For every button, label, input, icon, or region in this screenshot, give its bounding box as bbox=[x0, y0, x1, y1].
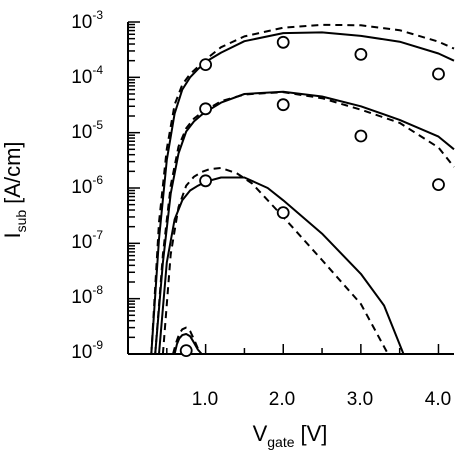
dashed-curve-1 bbox=[150, 23, 455, 355]
x-tick-labels: 1.0 2.0 3.0 4.0 bbox=[192, 389, 451, 410]
y-tick-label: 10-5 bbox=[71, 118, 103, 143]
x-tick-label: 4.0 bbox=[425, 389, 451, 410]
data-point-marker bbox=[432, 67, 445, 81]
marker-layer bbox=[179, 35, 445, 358]
data-point-marker bbox=[179, 344, 193, 358]
dashed-curve-5 bbox=[161, 167, 389, 355]
series-layer bbox=[150, 23, 455, 355]
data-point-marker bbox=[199, 58, 213, 71]
y-tick-label: 10-9 bbox=[71, 338, 103, 363]
y-tick-label: 10-3 bbox=[71, 8, 103, 33]
y-tick-label: 10-8 bbox=[71, 283, 103, 308]
data-point-marker bbox=[199, 102, 213, 116]
y-tick-label: 10-4 bbox=[71, 63, 103, 88]
x-tick-label: 1.0 bbox=[192, 389, 218, 410]
x-tick-label: 2.0 bbox=[269, 389, 295, 410]
y-axis-title: Isub[A/cm] bbox=[0, 141, 29, 238]
solid-curve-2 bbox=[154, 90, 455, 355]
data-point-marker bbox=[354, 48, 368, 61]
data-point-marker bbox=[432, 178, 445, 192]
y-tick-labels: 10-3 10-4 10-5 10-6 10-7 10-8 10-9 bbox=[71, 8, 103, 363]
data-point-marker bbox=[276, 98, 290, 112]
dashed-curve-3 bbox=[154, 91, 455, 355]
solid-curve-0 bbox=[150, 31, 455, 355]
data-point-marker bbox=[354, 129, 368, 143]
data-point-marker bbox=[199, 174, 213, 188]
x-axis-title: Vgate [V] bbox=[253, 421, 328, 450]
data-point-marker bbox=[276, 206, 290, 220]
y-tick-label: 10-6 bbox=[71, 173, 103, 198]
solid-curve-4 bbox=[158, 176, 405, 355]
x-ticks bbox=[166, 344, 440, 354]
y-tick-label: 10-7 bbox=[71, 228, 103, 253]
data-point-marker bbox=[276, 35, 290, 49]
x-tick-label: 3.0 bbox=[347, 389, 373, 410]
dashed-curve-7 bbox=[172, 326, 202, 355]
y-minor-ticks bbox=[128, 21, 140, 355]
